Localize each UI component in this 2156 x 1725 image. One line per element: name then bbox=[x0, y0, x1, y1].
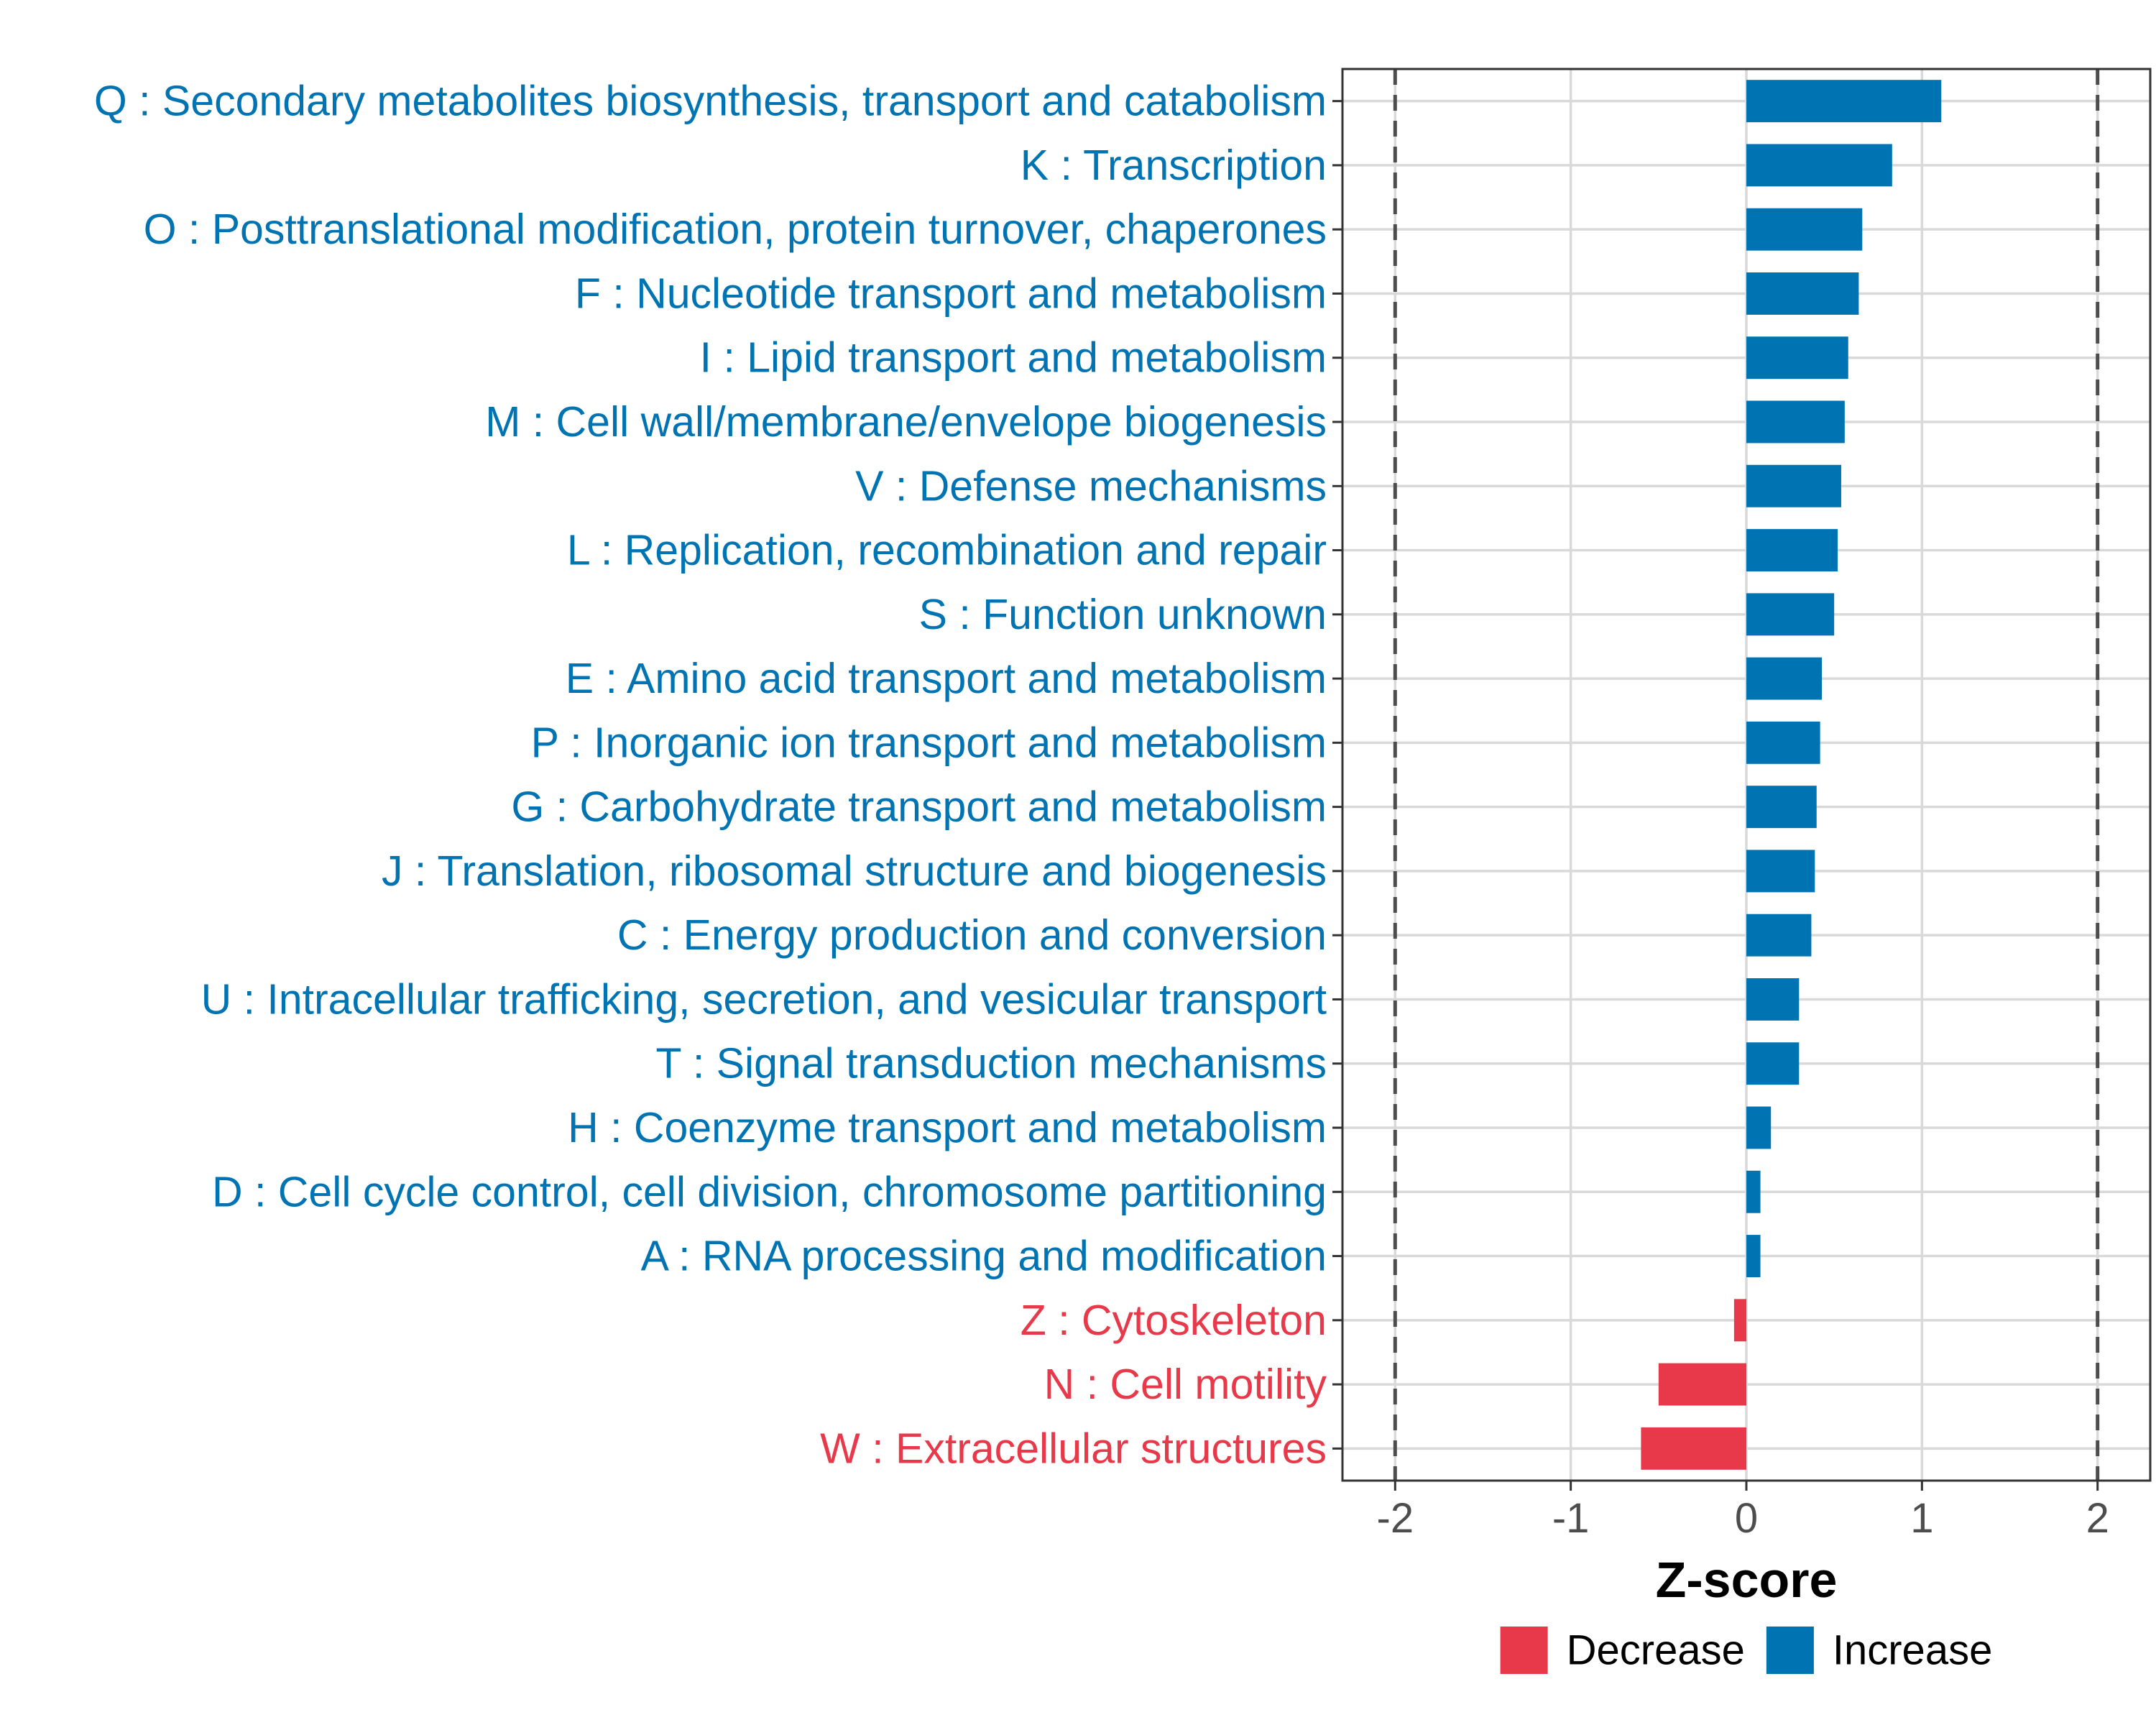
legend-key-decrease bbox=[1500, 1627, 1548, 1674]
x-tick-label: 1 bbox=[1910, 1495, 1933, 1542]
bar-v bbox=[1746, 464, 1841, 507]
x-tick-marks bbox=[1393, 1481, 2099, 1491]
bar-k bbox=[1746, 144, 1892, 187]
bar-u bbox=[1746, 978, 1800, 1021]
category-label: J : Translation, ribosomal structure and… bbox=[382, 847, 1327, 895]
bar-z bbox=[1733, 1299, 1746, 1342]
category-label: P : Inorganic ion transport and metaboli… bbox=[531, 719, 1327, 766]
bar-e bbox=[1746, 657, 1823, 700]
category-label: F : Nucleotide transport and metabolism bbox=[575, 270, 1327, 317]
x-tick-label: -1 bbox=[1552, 1495, 1590, 1542]
category-label: O : Posttranslational modification, prot… bbox=[144, 206, 1327, 253]
y-tick-marks bbox=[1332, 100, 1342, 1450]
bar-t bbox=[1746, 1042, 1800, 1085]
category-label: G : Carbohydrate transport and metabolis… bbox=[511, 783, 1327, 831]
x-tick-label: 0 bbox=[1735, 1495, 1758, 1542]
legend-label-decrease: Decrease bbox=[1567, 1627, 1745, 1674]
category-label: L : Replication, recombination and repai… bbox=[567, 527, 1327, 574]
x-tick-labels: -2 -1 0 1 2 bbox=[1377, 1495, 2109, 1542]
bar-n bbox=[1658, 1363, 1746, 1406]
category-label: W : Extracellular structures bbox=[820, 1425, 1327, 1472]
threshold-layer bbox=[1393, 69, 2100, 1481]
category-label: N : Cell motility bbox=[1044, 1361, 1327, 1408]
bar-m bbox=[1746, 400, 1845, 443]
category-label: V : Defense mechanisms bbox=[855, 462, 1327, 510]
x-tick-label: 2 bbox=[2086, 1495, 2109, 1542]
bar-d bbox=[1746, 1170, 1761, 1213]
bar-c bbox=[1746, 914, 1812, 957]
bars-layer bbox=[1641, 80, 1942, 1470]
category-label: E : Amino acid transport and metabolism bbox=[566, 655, 1327, 702]
bar-l bbox=[1746, 529, 1838, 572]
bar-g bbox=[1746, 786, 1817, 829]
bar-f bbox=[1746, 272, 1859, 315]
bar-w bbox=[1641, 1427, 1746, 1470]
category-label: D : Cell cycle control, cell division, c… bbox=[212, 1168, 1327, 1215]
bar-s bbox=[1746, 593, 1835, 636]
category-label: K : Transcription bbox=[1021, 142, 1327, 189]
category-label: S : Function unknown bbox=[919, 591, 1327, 638]
bar-o bbox=[1746, 208, 1863, 251]
bar-q bbox=[1746, 80, 1942, 123]
legend-key-increase bbox=[1766, 1627, 1814, 1674]
legend: Decrease Increase bbox=[1500, 1627, 1992, 1674]
legend-label-increase: Increase bbox=[1833, 1627, 1992, 1674]
bar-a bbox=[1746, 1235, 1761, 1278]
bar-h bbox=[1746, 1106, 1772, 1149]
category-label: C : Energy production and conversion bbox=[617, 911, 1327, 959]
category-label: T : Signal transduction mechanisms bbox=[655, 1040, 1327, 1087]
category-label: A : RNA processing and modification bbox=[641, 1233, 1327, 1280]
bar-j bbox=[1746, 850, 1815, 893]
category-label: Q : Secondary metabolites biosynthesis, … bbox=[94, 78, 1327, 125]
bar-p bbox=[1746, 721, 1820, 764]
x-axis-title: Z-score bbox=[1656, 1552, 1838, 1608]
x-tick-label: -2 bbox=[1377, 1495, 1414, 1542]
category-label: U : Intracellular trafficking, secretion… bbox=[201, 975, 1327, 1023]
category-label: H : Coenzyme transport and metabolism bbox=[568, 1104, 1327, 1151]
category-label: Z : Cytoskeleton bbox=[1021, 1297, 1327, 1344]
bar-i bbox=[1746, 336, 1848, 380]
category-labels: Q : Secondary metabolites biosynthesis, … bbox=[94, 78, 1327, 1473]
category-label: I : Lipid transport and metabolism bbox=[700, 334, 1327, 382]
category-label: M : Cell wall/membrane/envelope biogenes… bbox=[485, 398, 1327, 446]
